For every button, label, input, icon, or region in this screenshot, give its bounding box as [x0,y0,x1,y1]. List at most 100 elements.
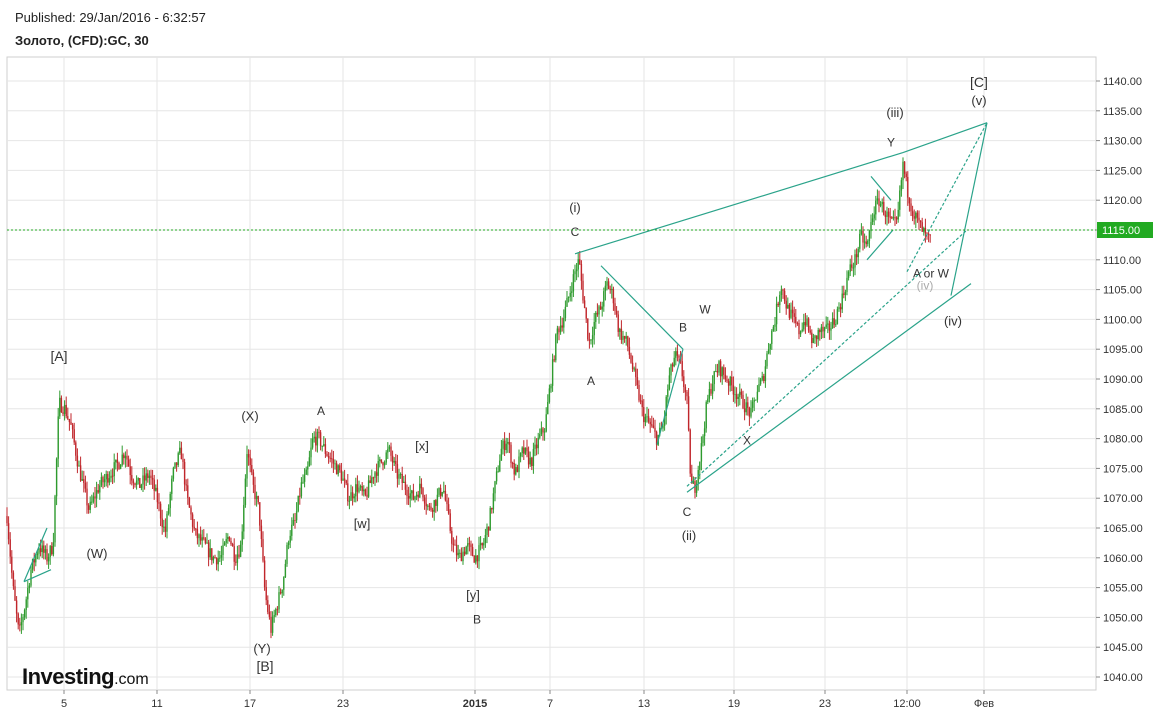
candle-body [327,456,330,458]
candle-body [89,501,91,510]
candle-body [171,478,173,494]
investing-logo: Investing.com [22,664,149,689]
candle-body [273,615,275,617]
candle-body [35,555,37,563]
candle-body [804,322,807,326]
candle-body [625,336,627,339]
candle-body [129,466,131,476]
candle-body [491,508,493,510]
candle-body [331,458,333,460]
candle-body [163,526,165,528]
candle-body [627,336,629,347]
candle-body [393,460,395,463]
candle-body [740,391,743,395]
candle-body [673,357,675,367]
candle-body [60,397,63,413]
candle-body [590,339,592,341]
candle-body [265,587,267,601]
candle-body [759,379,762,385]
candle-body [407,495,410,499]
candle-body [756,391,759,400]
wave-label: [x] [415,439,429,454]
candle-body [41,545,43,553]
candle-body [623,335,626,339]
wave-label: (Y) [253,641,270,656]
candle-body [631,362,634,370]
candle-body [100,477,103,486]
candle-body [289,535,291,543]
candle-body [638,384,640,401]
candle-body [30,569,32,586]
candle-body [65,404,67,417]
candle-body [374,472,376,478]
candle-body [676,351,679,356]
candle-body [897,209,899,220]
candle-body [799,331,802,335]
y-tick-label: 1045.00 [1103,642,1143,654]
candle-body [481,543,483,546]
wave-label: B [679,320,687,334]
candle-body [468,543,471,545]
candle-body [516,467,519,472]
candle-body [433,500,435,512]
candle-body [235,561,237,563]
candle-body [454,544,456,546]
candle-body [649,421,651,425]
candle-body [475,555,477,563]
candle-body [243,504,245,532]
candle-body [801,329,803,332]
candle-body [203,537,205,539]
candle-body [233,546,235,562]
candle-body [833,318,835,325]
candle-body [604,285,607,292]
candle-body [791,309,794,314]
x-tick-label: 23 [337,698,349,710]
candle-body [641,400,643,408]
candle-body [739,391,741,397]
candle-body [689,429,691,474]
candle-body [198,534,200,539]
candle-body [455,544,458,556]
candle-body [547,401,549,415]
candle-body [913,216,915,219]
candle-body [420,483,423,489]
candle-body [62,412,64,414]
candle-body [76,455,79,467]
candle-body [187,485,189,498]
candle-body [332,458,335,464]
candle-body [462,551,464,562]
wave-label: [B] [256,658,273,674]
candle-body [529,457,531,465]
candle-body [852,267,855,269]
candle-body [723,367,725,375]
candle-body [222,545,224,555]
candle-body [902,161,904,181]
candle-body [441,492,443,496]
x-tick-label: 5 [61,698,67,710]
candle-body [510,444,512,463]
candle-body [275,609,277,616]
instrument-title: Золото, (CFD):GC, 30 [15,33,149,48]
candle-body [46,549,48,562]
candle-body [107,474,109,483]
candle-body [419,483,421,498]
candle-body [628,346,631,355]
plot-frame [6,56,1097,691]
candle-body [844,291,847,295]
candle-body [737,396,739,399]
candle-body [182,459,184,462]
candle-body [465,546,467,555]
candle-body [191,514,194,527]
candle-body [473,556,475,563]
candle-body [847,271,850,278]
candle-body [639,400,642,402]
candle-body [782,289,784,291]
candle-body [846,277,848,292]
candle-body [358,487,360,492]
candle-body [33,559,35,563]
candle-body [9,539,11,557]
candle-body [142,475,144,485]
candle-body [71,424,74,430]
candle-body [803,322,805,330]
candle-body [70,422,72,425]
